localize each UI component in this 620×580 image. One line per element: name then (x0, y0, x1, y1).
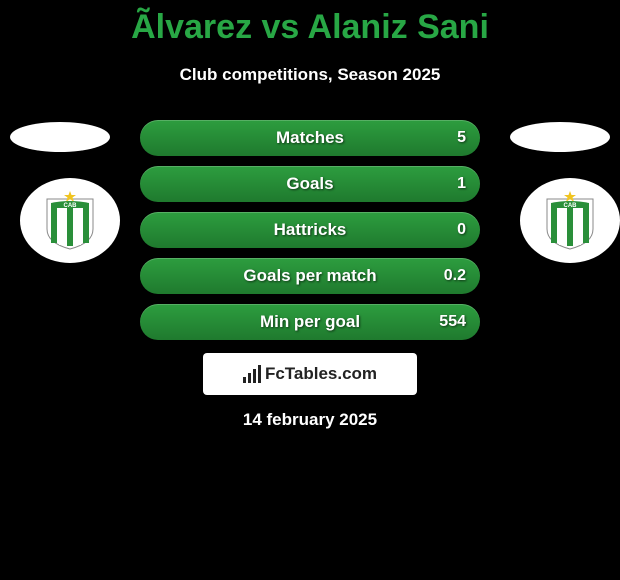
subtitle: Club competitions, Season 2025 (0, 65, 620, 85)
stat-bar-hattricks: Hattricks 0 (140, 212, 480, 248)
stat-label: Matches (276, 128, 344, 148)
date-text: 14 february 2025 (0, 410, 620, 430)
stat-value: 554 (439, 313, 466, 331)
stat-label: Goals (286, 174, 333, 194)
stat-bar-goals: Goals 1 (140, 166, 480, 202)
stat-value: 1 (457, 175, 466, 193)
player-avatar-right (510, 122, 610, 152)
logo-content: FcTables.com (243, 364, 377, 384)
stat-bar-matches: Matches 5 (140, 120, 480, 156)
shield-icon: CAB (545, 191, 595, 251)
svg-text:CAB: CAB (64, 203, 78, 209)
logo-text: FcTables.com (265, 364, 377, 384)
club-badge-left: CAB (20, 178, 120, 263)
shield-icon: CAB (45, 191, 95, 251)
page-title: Ãlvarez vs Alaniz Sani (0, 0, 620, 47)
stat-value: 5 (457, 129, 466, 147)
stat-label: Hattricks (274, 220, 347, 240)
logo-box: FcTables.com (203, 353, 417, 395)
club-badge-right: CAB (520, 178, 620, 263)
stat-bar-goals-per-match: Goals per match 0.2 (140, 258, 480, 294)
stat-label: Goals per match (243, 266, 376, 286)
svg-text:CAB: CAB (564, 203, 578, 209)
chart-icon (243, 365, 261, 383)
stat-label: Min per goal (260, 312, 360, 332)
stats-container: Matches 5 Goals 1 Hattricks 0 Goals per … (140, 120, 480, 350)
player-avatar-left (10, 122, 110, 152)
stat-value: 0 (457, 221, 466, 239)
stat-value: 0.2 (444, 267, 466, 285)
stat-bar-min-per-goal: Min per goal 554 (140, 304, 480, 340)
